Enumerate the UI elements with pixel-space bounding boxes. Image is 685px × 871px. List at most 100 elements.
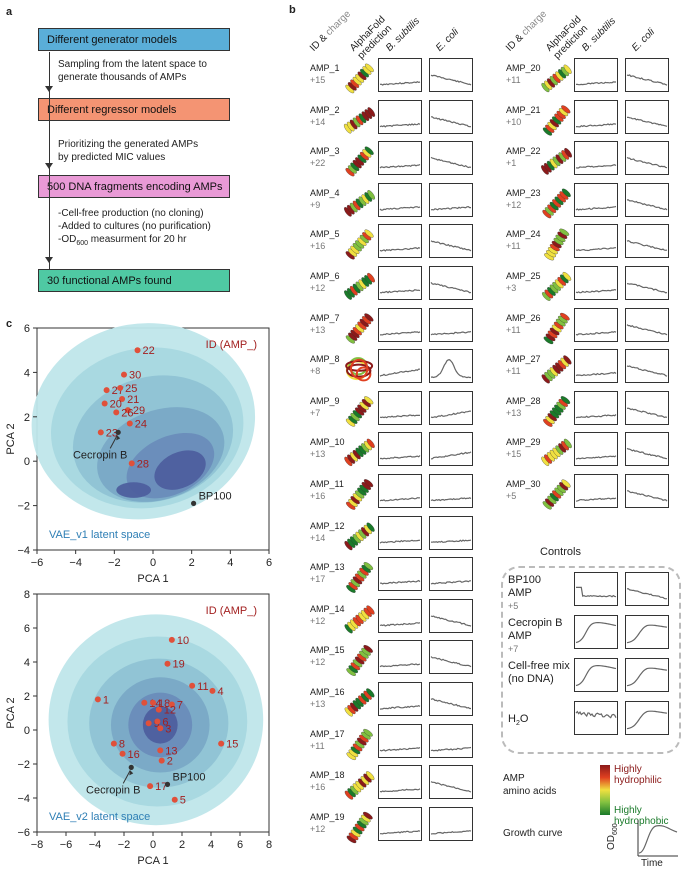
ecoli-curve-27 [625,349,669,384]
y-tick-label: 8 [24,589,30,601]
bsubtilis-curve-20 [574,58,618,92]
ecoli-curve-10-curve [430,451,472,460]
flow-box-3: 500 DNA fragments encoding AMPs [38,175,230,198]
x-axis-label: PCA 1 [137,855,168,867]
ecoli-curve-8 [429,349,473,384]
bsubtilis-curve-8 [378,349,422,384]
amp-point-label-26: 26 [121,407,133,419]
amp-charge-18: +16 [310,782,326,793]
amp-charge-7: +13 [310,324,326,335]
x-tick-label: 0 [150,839,156,851]
amp-point-label-20: 20 [110,398,122,410]
alphafold-structure-2 [343,106,376,134]
amp-point-label-29: 29 [133,405,145,417]
bsubtilis-curve-8-curve [379,368,421,377]
ecoli-curve-18-curve [430,781,472,793]
ecoli-curve-15 [429,640,473,675]
control-bsubtilis-curve-4 [574,701,618,735]
bsubtilis-curve-4-curve [379,205,421,211]
x-tick-label: 6 [266,557,272,569]
header-ecoli-1: E. coli [630,26,658,54]
amp-charge-11: +16 [310,491,326,501]
ecoli-curve-2 [429,99,473,134]
flow-box-1: Different generator models [38,28,230,51]
amp-charge-29: +15 [506,449,522,460]
amp-charge-23: +12 [506,199,522,210]
amp-point-9 [145,720,152,727]
ecoli-curve-15-curve [430,656,472,668]
alphafold-structure-6 [344,272,375,300]
y-tick-label: 0 [24,456,30,468]
panel-b-label: b [289,4,296,16]
ecoli-curve-23-curve [627,199,668,211]
bsubtilis-curve-11 [378,474,422,508]
bsubtilis-curve-26-curve [575,330,617,336]
x-tick-label: −2 [108,557,121,569]
control-bsubtilis-curve-2-curve [575,622,617,644]
amp-charge-3: +22 [310,158,326,169]
alphafold-structure-7 [345,312,374,344]
y-tick-label: −2 [17,759,30,771]
amp-point-label-3: 3 [165,723,171,735]
amp-id-23: AMP_23 [506,187,541,198]
bsubtilis-curve-30-curve [575,497,617,502]
x-tick-label: −4 [89,839,102,851]
cecropin-arrow [122,770,131,784]
ecoli-curve-29 [625,432,669,467]
ecoli-curve-1-curve [430,74,472,86]
bsubtilis-curve-10 [378,432,422,467]
control-label-3: Cell-free mix (no DNA) [508,660,570,685]
bsubtilis-curve-3 [378,141,422,176]
control-label-2: Cecropin B AMP [508,617,563,642]
amp-id-10: AMP_10 [310,437,345,448]
amp-id-25: AMP_25 [506,271,541,281]
flow-step-3: -Cell-free production (no cloning) -Added… [58,208,211,247]
amp-point-16 [119,750,126,757]
ecoli-curve-8-curve [430,359,471,379]
amp-charge-19: +12 [310,823,326,834]
reference-point-cecropin-b [115,429,121,435]
amp-id-28: AMP_28 [506,395,541,406]
ecoli-curve-18 [429,765,473,800]
amp-id-3: AMP_3 [310,146,340,157]
control-ecoli-curve-3 [625,658,669,692]
header-ecoli-0: E. coli [434,26,462,54]
header-id-charge-1: ID & charge [504,8,550,54]
reference-point-bp100 [164,781,171,787]
control-ecoli-curve-1 [625,572,669,606]
amp-point-15 [218,740,225,747]
amp-point-14 [141,699,148,706]
bsubtilis-curve-30 [574,474,618,508]
amp-point-6 [154,718,161,725]
bsubtilis-curve-22 [574,141,618,176]
amp-point-label-21: 21 [127,394,139,406]
amp-point-7 [168,701,175,708]
y-tick-label: 4 [24,367,30,379]
amp-id-30: AMP_30 [506,479,541,489]
y-tick-label: −6 [17,827,30,839]
bsubtilis-curve-23 [574,182,618,217]
bsubtilis-curve-4 [378,182,422,217]
bsubtilis-curve-23-curve [575,205,617,211]
amp-point-21 [119,396,126,403]
bsubtilis-curve-17-curve [379,746,421,752]
ecoli-curve-6-curve [430,282,472,294]
alphafold-structure-23 [542,188,571,219]
y-tick-label: 2 [24,691,30,703]
bsubtilis-curve-20-curve [576,81,616,86]
amp-point-label-30: 30 [129,370,141,382]
amp-id-17: AMP_17 [310,728,345,739]
bsubtilis-curve-6-curve [379,289,421,294]
control-bsubtilis-curve-2 [574,615,618,649]
ecoli-curve-24-curve [626,240,668,252]
alphafold-structure-20 [541,64,572,93]
header-alphafold-0: AlphaFold prediction [348,14,395,62]
amp-id-4: AMP_4 [310,187,340,198]
ecoli-curve-28-curve [626,407,668,418]
bsubtilis-curve-28-curve [575,413,617,419]
bsubtilis-curve-28 [574,390,618,425]
amp-point-label-23: 23 [106,427,118,439]
alphafold-structure-10 [344,439,375,467]
ecoli-curve-30 [625,474,669,508]
